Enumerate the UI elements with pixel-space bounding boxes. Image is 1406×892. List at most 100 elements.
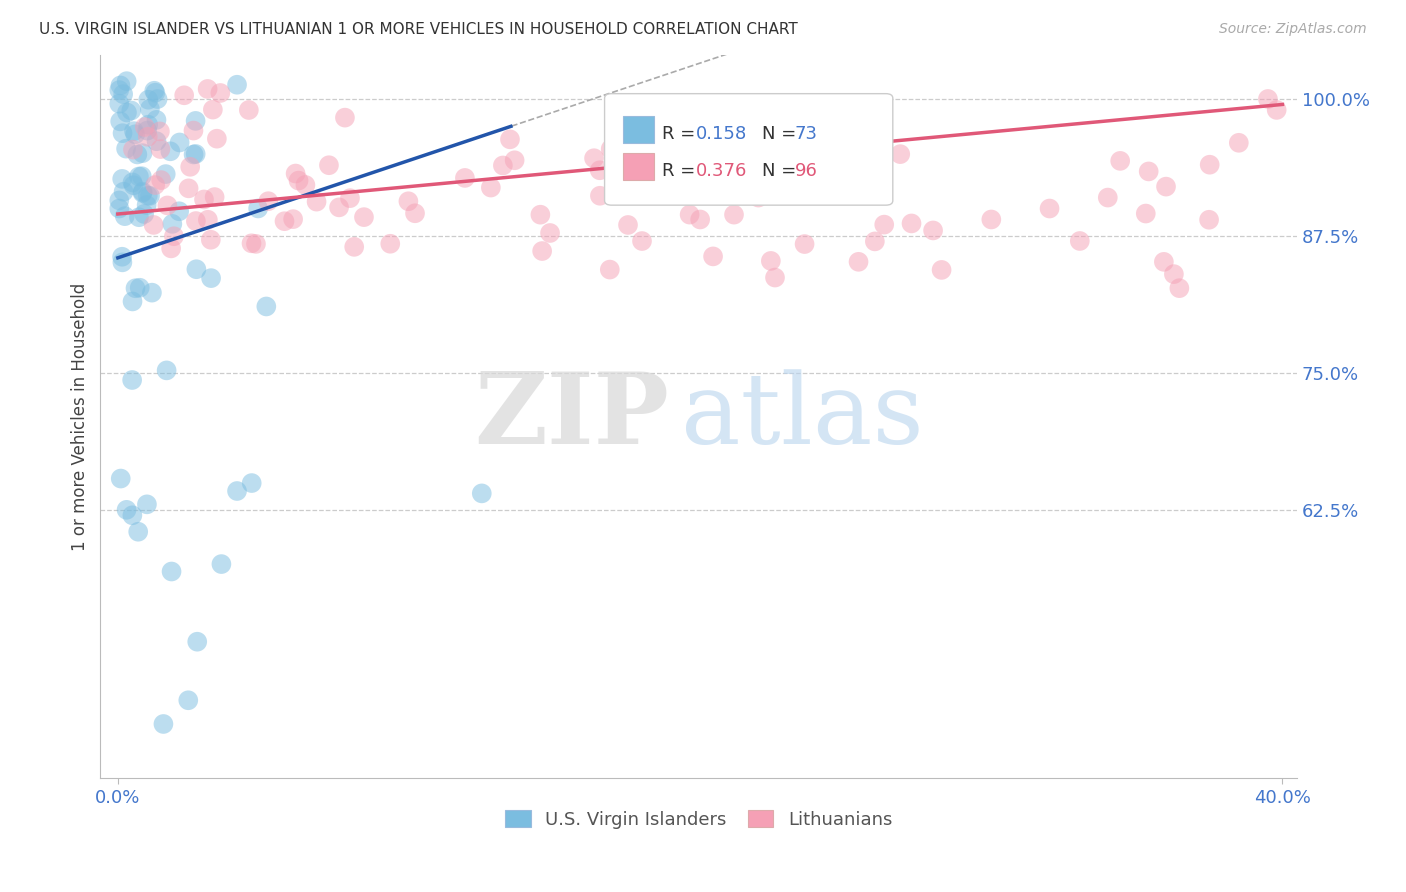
Point [863,235,886,249]
Point [1097,190,1119,204]
Point [284,167,307,181]
Point [380,236,402,251]
Point [108,96,131,111]
Point [201,103,224,117]
Point [136,118,159,132]
Point [162,217,184,231]
Point [1137,164,1160,178]
Point [454,170,477,185]
Point [136,123,159,137]
Point [183,123,205,137]
Point [146,92,169,106]
Point [678,208,700,222]
Point [136,497,159,511]
Point [127,524,149,539]
Point [108,202,131,216]
Point [980,212,1002,227]
Point [793,237,815,252]
Point [922,223,945,237]
Point [186,262,208,277]
Text: Source: ZipAtlas.com: Source: ZipAtlas.com [1219,22,1367,37]
Point [122,143,145,157]
Point [160,241,183,255]
Point [806,169,828,183]
Point [499,132,522,146]
Point [108,83,131,97]
Point [121,294,143,309]
Point [860,150,883,164]
Point [685,173,707,187]
Point [531,244,554,258]
Point [152,717,174,731]
Point [131,169,153,184]
Point [173,88,195,103]
Point [1257,92,1279,106]
Point [1227,136,1250,150]
Point [136,129,159,144]
Point [143,86,166,100]
Point [143,84,166,98]
Point [305,194,328,209]
Point [318,158,340,172]
Point [723,208,745,222]
Point [108,194,131,208]
Point [617,218,640,232]
Point [1109,153,1132,168]
Point [738,171,761,186]
Point [205,131,228,145]
Point [257,194,280,209]
Point [254,300,277,314]
Point [873,218,896,232]
Point [108,114,131,128]
Point [156,363,179,377]
Text: N =: N = [762,162,801,180]
Text: R =: R = [662,162,702,180]
Point [136,93,159,107]
Point [273,214,295,228]
Point [122,124,145,138]
Point [114,209,136,223]
Point [503,153,526,168]
Point [134,120,156,134]
Point [131,146,153,161]
Point [160,565,183,579]
Text: 0.376: 0.376 [696,162,748,180]
Point [209,557,232,571]
Point [538,226,561,240]
Point [193,193,215,207]
Point [134,207,156,221]
Point [204,190,226,204]
Point [145,112,167,127]
Point [124,281,146,295]
Point [689,212,711,227]
Point [110,78,132,93]
Point [159,145,181,159]
Point [142,218,165,232]
Point [149,142,172,156]
Point [184,214,207,228]
Point [339,191,361,205]
Point [589,163,612,178]
Point [115,503,138,517]
Point [121,373,143,387]
Text: U.S. VIRGIN ISLANDER VS LITHUANIAN 1 OR MORE VEHICLES IN HOUSEHOLD CORRELATION C: U.S. VIRGIN ISLANDER VS LITHUANIAN 1 OR … [39,22,799,37]
Point [1135,206,1157,220]
Text: 73: 73 [794,125,817,143]
Point [603,181,626,195]
Y-axis label: 1 or more Vehicles in Household: 1 or more Vehicles in Household [72,283,89,551]
Point [1038,202,1060,216]
Point [120,103,142,118]
Text: atlas: atlas [681,368,924,465]
Point [177,181,200,195]
Point [889,147,911,161]
Point [631,234,654,248]
Point [121,176,143,190]
Point [139,189,162,203]
Point [156,198,179,212]
Point [150,173,173,187]
Point [396,194,419,209]
Point [759,254,782,268]
Point [1153,255,1175,269]
Point [294,178,316,192]
Point [115,74,138,88]
